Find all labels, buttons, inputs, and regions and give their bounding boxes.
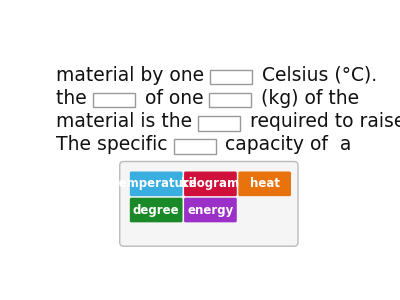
Text: The specific: The specific (56, 135, 174, 154)
Text: Celsius (°C).: Celsius (°C). (256, 66, 377, 85)
Text: degree: degree (133, 203, 180, 217)
Text: material is the: material is the (56, 112, 198, 131)
FancyBboxPatch shape (238, 172, 291, 196)
Text: (kg) of the: (kg) of the (255, 89, 359, 108)
FancyBboxPatch shape (130, 172, 182, 196)
Text: temperature: temperature (114, 177, 198, 190)
FancyBboxPatch shape (184, 198, 237, 222)
Text: of one: of one (139, 89, 209, 108)
Text: heat: heat (250, 177, 280, 190)
Text: the: the (56, 89, 93, 108)
FancyBboxPatch shape (130, 198, 182, 222)
FancyBboxPatch shape (184, 172, 237, 196)
Text: kilogram: kilogram (181, 177, 240, 190)
FancyBboxPatch shape (209, 93, 251, 107)
FancyBboxPatch shape (210, 70, 252, 84)
Text: material by one: material by one (56, 66, 210, 85)
Text: capacity of  a: capacity of a (220, 135, 352, 154)
Text: required to raise: required to raise (244, 112, 400, 131)
FancyBboxPatch shape (174, 139, 216, 154)
Text: energy: energy (187, 203, 234, 217)
FancyBboxPatch shape (120, 161, 298, 246)
FancyBboxPatch shape (198, 116, 240, 130)
FancyBboxPatch shape (93, 93, 135, 107)
